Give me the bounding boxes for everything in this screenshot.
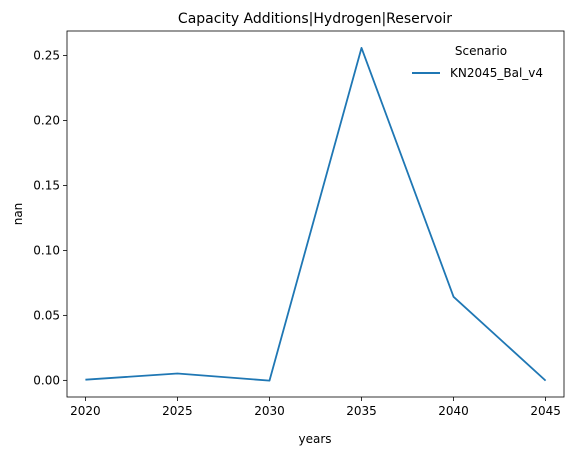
x-axis-label: years xyxy=(298,432,331,446)
x-tick-label: 2025 xyxy=(162,404,193,418)
legend-label: KN2045_Bal_v4 xyxy=(450,66,543,80)
x-axis-ticks: 2020 2025 2030 2035 2040 2045 xyxy=(70,397,561,418)
series-layer xyxy=(85,47,547,382)
x-tick-label: 2040 xyxy=(438,404,469,418)
x-tick-label: 2030 xyxy=(254,404,285,418)
y-tick-label: 0.05 xyxy=(33,308,60,322)
plot-area xyxy=(66,30,565,398)
series-line xyxy=(85,47,547,382)
legend: Scenario KN2045_Bal_v4 xyxy=(412,44,543,80)
chart-title: Capacity Additions|Hydrogen|Reservoir xyxy=(178,11,452,27)
x-tick-label: 2045 xyxy=(530,404,561,418)
legend-title: Scenario xyxy=(455,44,507,58)
y-tick-label: 0.10 xyxy=(33,243,60,257)
y-axis-ticks: 0.00 0.05 0.10 0.15 0.20 0.25 xyxy=(33,48,67,387)
y-axis-label: nan xyxy=(11,203,25,226)
y-tick-label: 0.25 xyxy=(33,48,60,62)
y-tick-label: 0.20 xyxy=(33,113,60,127)
x-tick-label: 2020 xyxy=(70,404,101,418)
y-tick-label: 0.00 xyxy=(33,373,60,387)
y-tick-label: 0.15 xyxy=(33,178,60,192)
x-tick-label: 2035 xyxy=(346,404,377,418)
